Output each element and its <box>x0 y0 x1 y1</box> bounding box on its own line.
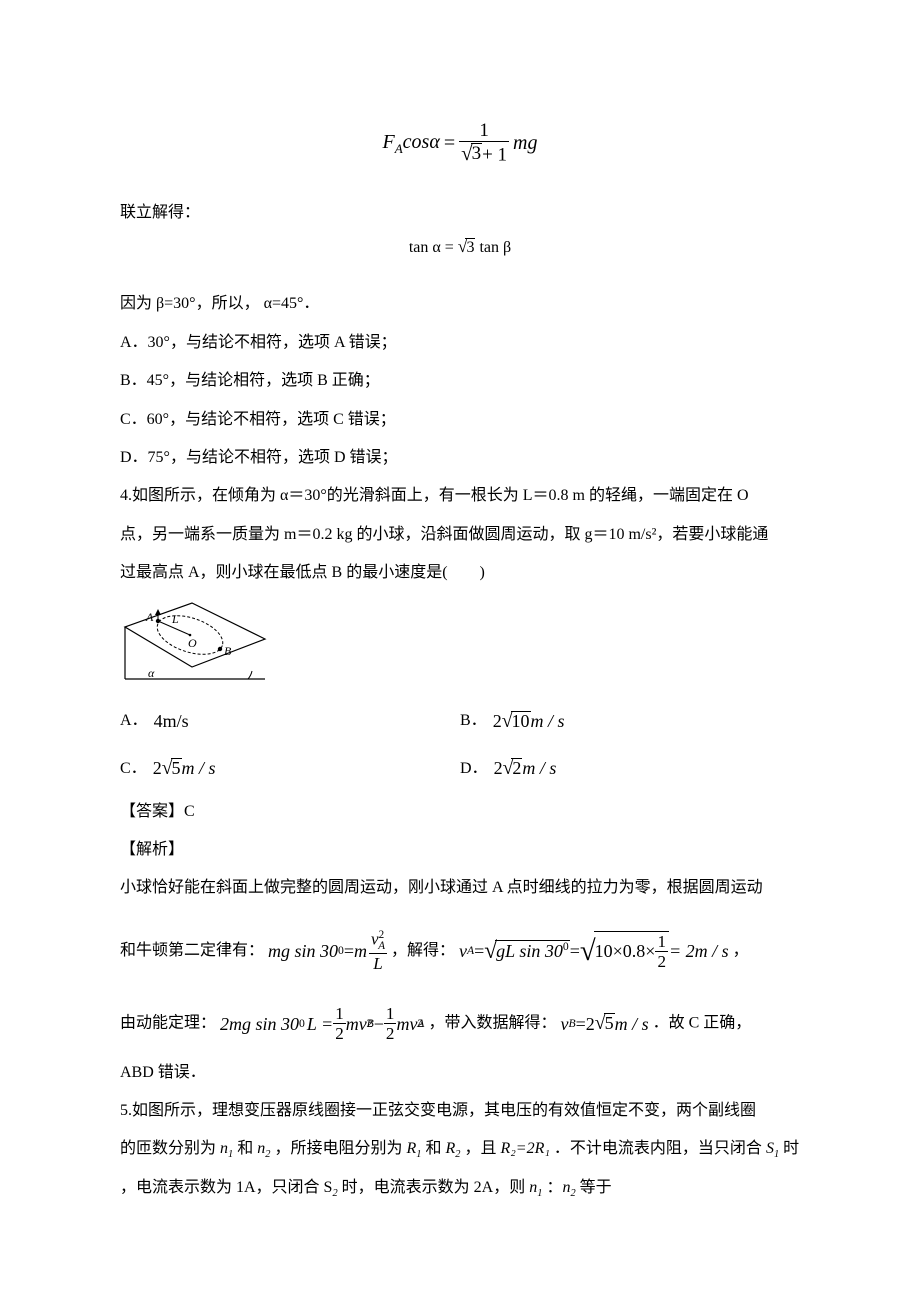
text: ，解得： <box>391 942 455 959</box>
equation-fa: FAcosα = 1 √3+ 1 mg <box>120 120 800 166</box>
option-a: A．30°，与结论不相符，选项 A 错误； <box>120 324 800 362</box>
exp4-l4: ABD 错误． <box>120 1054 800 1092</box>
sqrt: 2 <box>511 758 522 779</box>
explanation-head: 【解析】 <box>120 831 800 869</box>
eq-vA: vA = √gL sin 300 = √ 10×0.8× 12 = 2m / s <box>459 908 729 994</box>
coef: 2 <box>494 747 503 790</box>
q4-opt-a: A． 4m/s <box>120 698 460 746</box>
opt-label: D． <box>460 750 488 788</box>
q4-options-row2: C． 2 √5 m / s D． 2 √2 m / s <box>120 745 800 793</box>
fig-label-alpha: α <box>148 666 155 680</box>
coef: 2 <box>493 700 502 743</box>
eq-mg: mg <box>513 131 537 155</box>
sqrt: 10 <box>511 711 531 732</box>
fig-label-O: O <box>188 636 197 650</box>
option-c: C．60°，与结论不相符，选项 C 错误； <box>120 401 800 439</box>
eq-energy: 2mg sin 300L = 12 mv2B − 12 mv2A <box>220 997 424 1051</box>
unit: m / s <box>531 700 565 743</box>
q4-line2: 点，另一端系一质量为 m＝0.2 kg 的小球，沿斜面做圆周运动，取 g＝10 … <box>120 516 800 554</box>
q4-line3: 过最高点 A，则小球在最低点 B 的最小速度是( ) <box>120 554 800 592</box>
q4-opt-b: B． 2 √10 m / s <box>460 698 800 746</box>
eq-vB: vB = 2 √5 m / s <box>560 994 648 1053</box>
eq-mgsin: mg sin 300 = m v2A L <box>268 924 387 978</box>
sqrt3b: 3 <box>465 238 475 257</box>
sqrt: 5 <box>171 758 182 779</box>
text: 和牛顿第二定律有： <box>120 942 264 959</box>
eq-sub-A: A <box>395 141 403 156</box>
fig-label-B: B <box>224 644 232 658</box>
q4-line1: 4.如图所示，在倾角为 α＝30°的光滑斜面上，有一根长为 L＝0.8 m 的轻… <box>120 477 800 515</box>
q5-line1: 5.如图所示，理想变压器原线圈接一正弦交变电源，其电压的有效值恒定不变，两个副线… <box>120 1092 800 1130</box>
incline-figure: A L O B α <box>120 599 800 694</box>
q4-options-row1: A． 4m/s B． 2 √10 m / s <box>120 698 800 746</box>
equation-tan: tan α = √3 tan β <box>120 236 800 257</box>
eq-cos: cosα <box>403 131 440 153</box>
text: ．故 C 正确， <box>653 1015 752 1032</box>
q5-line2: 的匝数分别为 n1 和 n2 ，所接电阻分别为 R1 和 R2 ，且 R₂=2R… <box>120 1130 800 1168</box>
plus1: + 1 <box>482 144 507 165</box>
sqrt3: 3 <box>471 143 483 165</box>
text: ，带入数据解得： <box>428 1015 556 1032</box>
q5-line3: ，电流表示数为 1A，只闭合 S2 时，电流表示数为 2A，则 n1 ：n2 等… <box>120 1169 800 1207</box>
opt-label: A． <box>120 702 148 740</box>
q4-opt-c: C． 2 √5 m / s <box>120 745 460 793</box>
text: 由动能定理： <box>120 1015 216 1032</box>
eq-var-F: F <box>382 131 394 153</box>
option-d: D．75°，与结论不相符，选项 D 错误； <box>120 439 800 477</box>
text-line: 联立解得： <box>120 194 800 232</box>
unit: m / s <box>182 747 216 790</box>
coef: 2 <box>153 747 162 790</box>
document-page: FAcosα = 1 √3+ 1 mg 联立解得： tan α = √3 tan… <box>0 0 920 1287</box>
q4-opt-d: D． 2 √2 m / s <box>460 745 800 793</box>
exp4-eq-line1: 和牛顿第二定律有： mg sin 300 = m v2A L ，解得： vA =… <box>120 908 800 994</box>
text-line: 因为 β=30°，所以， α=45°． <box>120 285 800 323</box>
exp4-l1: 小球恰好能在斜面上做完整的圆周运动，刚小球通过 A 点时细线的拉力为零，根据圆周… <box>120 869 800 907</box>
fig-label-L: L <box>171 612 179 626</box>
option-b: B．45°，与结论相符，选项 B 正确； <box>120 362 800 400</box>
exp4-eq-line2: 由动能定理： 2mg sin 300L = 12 mv2B − 12 mv2A … <box>120 994 800 1053</box>
frac-num: 1 <box>477 120 491 141</box>
answer-4: 【答案】C <box>120 793 800 831</box>
opt-label: B． <box>460 702 487 740</box>
opt-label: C． <box>120 750 147 788</box>
tan-lhs: tan α = <box>409 239 454 256</box>
unit: m / s <box>522 747 556 790</box>
text: ， <box>733 942 749 959</box>
fig-label-A: A <box>145 610 154 624</box>
tan-rhs: tan β <box>479 239 511 256</box>
opt-a-value: 4m/s <box>154 700 189 743</box>
